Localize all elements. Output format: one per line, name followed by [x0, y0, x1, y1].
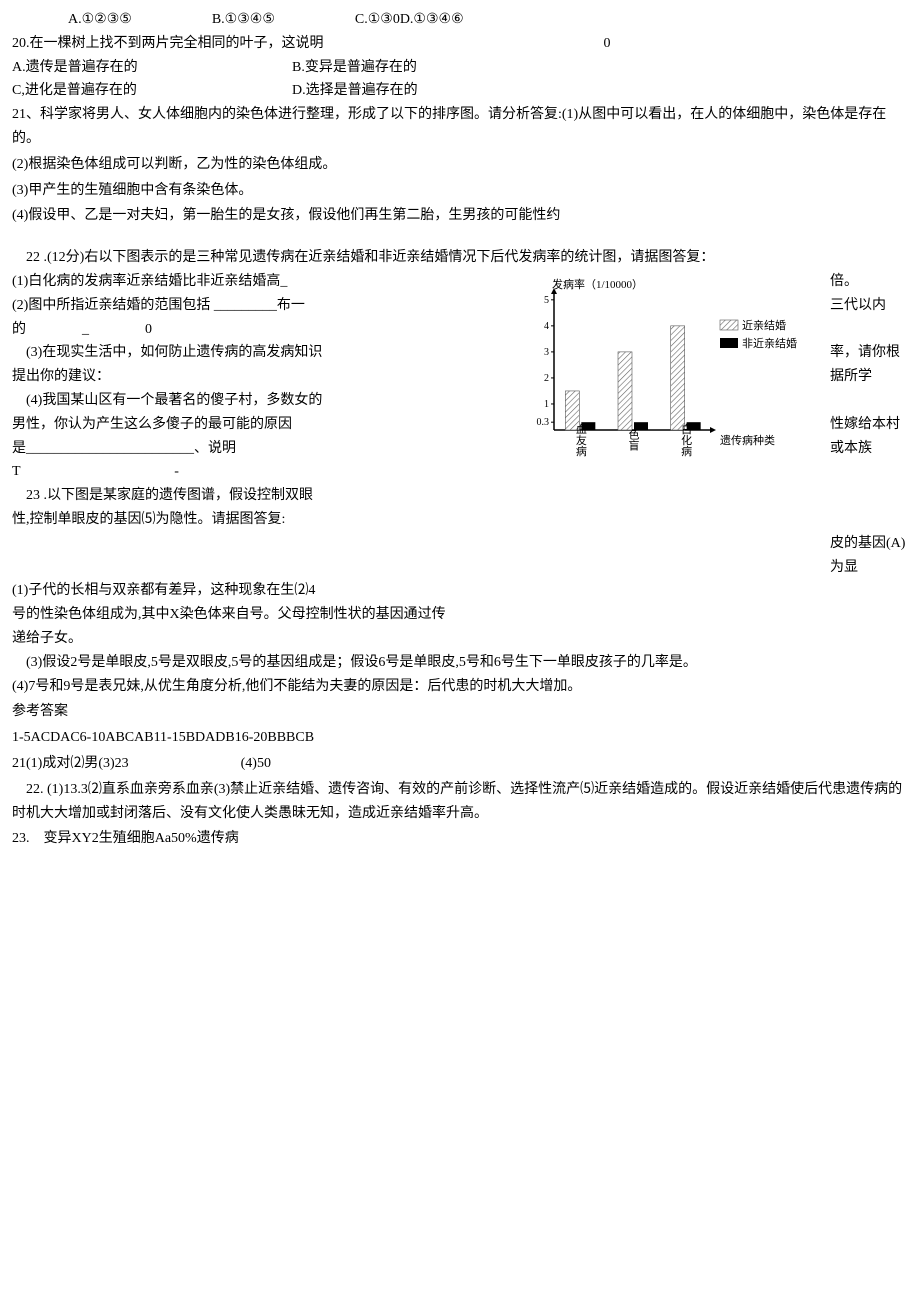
- svg-text:遗传病种类: 遗传病种类: [720, 433, 775, 447]
- q22-l6a: (4)我国某山区有一个最著名的傻子村，多数女的: [12, 389, 514, 413]
- svg-text:2: 2: [544, 373, 549, 384]
- svg-text:4: 4: [544, 321, 549, 332]
- q23-stem: 23 .以下图是某家庭的遗传图谱，假设控制双眼: [12, 484, 514, 508]
- svg-text:0.3: 0.3: [537, 417, 550, 428]
- svg-text:近亲结婚: 近亲结婚: [742, 318, 786, 332]
- q22-l3a: 的 _ 0: [12, 318, 514, 342]
- q22-l4b: 率，请你根据所学: [830, 341, 908, 389]
- svg-text:1: 1: [544, 399, 549, 410]
- q19-opt-a: A.①②③⑤: [68, 8, 132, 32]
- q21-p4: (4)假设甲、乙是一对夫妇，第一胎生的是女孩，假设他们再生第二胎，生男孩的可能性…: [12, 204, 908, 228]
- q19-opt-b: B.①③④⑤: [212, 8, 275, 32]
- answers-title: 参考答案: [12, 700, 908, 724]
- q20-opts-row2: C,进化是普遍存在的 D.选择是普遍存在的: [12, 79, 908, 103]
- q21-stem: 21、科学家将男人、女人体细胞内的染色体进行整理，形成了以下的排序图。请分析答复…: [12, 103, 908, 151]
- chart-container: 发病率（1/10000） 0.3 1 2 3 4 5 血友病 色盲 白化病 近亲结婚非近亲结婚遗传病…: [522, 270, 822, 464]
- q19-options: A.①②③⑤ B.①③④⑤ C.①③0D.①③④⑥: [12, 8, 908, 32]
- q20-opt-a: A.遗传是普遍存在的: [12, 56, 292, 80]
- q20-paren: 0: [604, 32, 611, 56]
- q22-l6b: 性嫁给本村或本族: [830, 413, 908, 461]
- answers-l3: 22. (1)13.3⑵直系血亲旁系血亲(3)禁止近亲结婚、遗传咨询、有效的产前…: [12, 778, 908, 826]
- q23-p1: (1)子代的长相与双亲都有差异，这种现象在生⑵4: [12, 579, 908, 603]
- svg-text:发病率（1/10000）: 发病率（1/10000）: [552, 277, 643, 291]
- q23-p2b: 递给子女。: [12, 627, 908, 651]
- q23-right: 皮的基因(A)为显: [830, 532, 908, 580]
- svg-text:非近亲结婚: 非近亲结婚: [742, 336, 797, 350]
- q23-p3: (3)假设2号是单眼皮,5号是双眼皮,5号的基因组成是；假设6号是单眼皮,5号和…: [12, 651, 908, 675]
- q20-opts-row1: A.遗传是普遍存在的 B.变异是普遍存在的: [12, 56, 908, 80]
- q22-l2b: 三代以内: [830, 294, 908, 318]
- answers-l4: 23. 变异XY2生殖细胞Aa50%遗传病: [12, 827, 908, 851]
- q22-l8a: 是________________________、说明: [12, 437, 514, 461]
- q20-stem-row: 20.在一棵树上找不到两片完全相同的叶子，这说明 0: [12, 32, 908, 56]
- q22-right: 倍。 三代以内 率，请你根据所学 性嫁给本村或本族 皮的基因(A)为显: [830, 270, 908, 579]
- q20-opt-d: D.选择是普遍存在的: [292, 79, 418, 103]
- answers-l1: 1-5ACDAC6-10ABCAB11-15BDADB16-20BBBCB: [12, 726, 908, 750]
- svg-text:5: 5: [544, 295, 549, 306]
- q23-p4: (4)7号和9号是表兄妹,从优生角度分析,他们不能结为夫妻的原因是：后代患的时机…: [12, 675, 908, 699]
- q23-l2: 性,控制单眼皮的基因⑸为隐性。请据图答复:: [12, 508, 514, 532]
- q22-stem: 22 .(12分)右以下图表示的是三种常见遗传病在近亲结婚和非近亲结婚情况下后代…: [12, 246, 908, 270]
- answers-l2: 21(1)成对⑵男(3)23 (4)50: [12, 752, 908, 776]
- q22-body: (1)白化病的发病率近亲结婚比非近亲结婚高_ (2)图中所指近亲结婚的范围包括 …: [12, 270, 908, 579]
- svg-text:血友病: 血友病: [574, 422, 587, 457]
- q22-l7a: 男性，你认为产生这么多傻子的最可能的原因: [12, 413, 514, 437]
- q22-left: (1)白化病的发病率近亲结婚比非近亲结婚高_ (2)图中所指近亲结婚的范围包括 …: [12, 270, 514, 532]
- q20-stem: 20.在一棵树上找不到两片完全相同的叶子，这说明: [12, 32, 324, 56]
- q22-l1b: 倍。: [830, 270, 908, 294]
- svg-text:色盲: 色盲: [627, 428, 640, 452]
- svg-text:白化病: 白化病: [680, 422, 693, 457]
- q21-p3: (3)甲产生的生殖细胞中含有条染色体。: [12, 179, 908, 203]
- q21-p2: (2)根据染色体组成可以判断，乙为性的染色体组成。: [12, 153, 908, 177]
- incidence-chart: 发病率（1/10000） 0.3 1 2 3 4 5 血友病 色盲 白化病 近亲结婚非近亲结婚遗传病…: [522, 274, 822, 464]
- q22-l1a: (1)白化病的发病率近亲结婚比非近亲结婚高_: [12, 270, 514, 294]
- q23-p2: 号的性染色体组成为,其中X染色体来自号。父母控制性状的基因通过传: [12, 603, 908, 627]
- svg-text:3: 3: [544, 347, 549, 358]
- q22-l5a: 提出你的建议：: [12, 365, 514, 389]
- q22-l2a: (2)图中所指近亲结婚的范围包括 _________布一: [12, 294, 514, 318]
- q19-opt-c: C.①③0D.①③④⑥: [355, 8, 464, 32]
- q22-l4a: (3)在现实生活中，如何防止遗传病的高发病知识: [12, 341, 514, 365]
- q20-opt-b: B.变异是普遍存在的: [292, 56, 417, 80]
- q22-l9a: T -: [12, 460, 514, 484]
- q20-opt-c: C,进化是普遍存在的: [12, 79, 292, 103]
